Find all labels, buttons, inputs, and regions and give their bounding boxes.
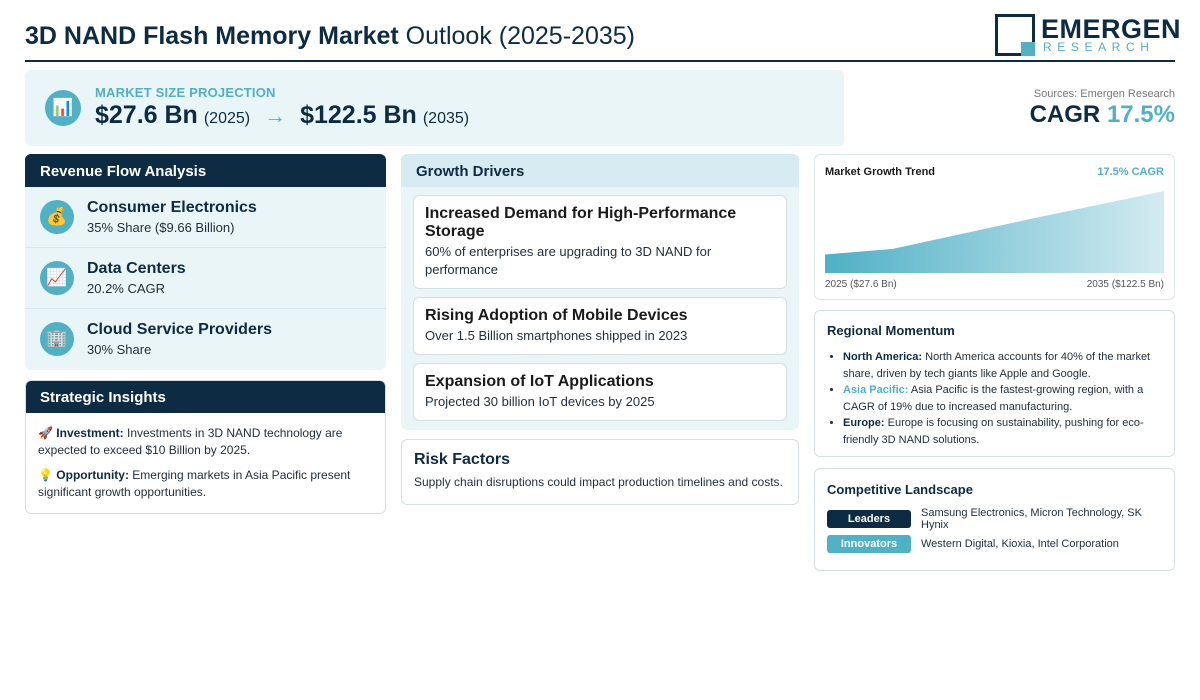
regional-momentum-panel: Regional Momentum North America: North A… — [814, 310, 1175, 457]
region-label: Asia Pacific: — [843, 384, 909, 396]
revenue-item-data-centers: 📈 Data Centers 20.2% CAGR — [25, 248, 386, 309]
competitive-title: Competitive Landscape — [827, 482, 973, 497]
lightbulb-icon: 💡 — [38, 468, 53, 482]
growth-drivers-title: Growth Drivers — [401, 154, 799, 187]
cagr-label: CAGR — [1029, 101, 1101, 128]
driver-card: Increased Demand for High-Performance St… — [413, 195, 787, 289]
driver-title: Rising Adoption of Mobile Devices — [425, 307, 688, 324]
growth-area-chart — [825, 191, 1164, 273]
insight-text: Emerging markets in Asia Pacific present… — [38, 468, 351, 499]
trend-cagr: 17.5% CAGR — [1097, 166, 1164, 178]
growth-drivers-panel: Growth Drivers Increased Demand for High… — [401, 154, 799, 430]
start-year: (2025) — [203, 110, 251, 127]
insight-label: Opportunity: — [56, 468, 129, 482]
region-asia-pacific: Asia Pacific: Asia Pacific is the fastes… — [843, 382, 1162, 415]
regional-title: Regional Momentum — [827, 323, 955, 338]
revenue-item-consumer-electronics: 💰 Consumer Electronics 35% Share ($9.66 … — [25, 187, 386, 248]
cagr-summary: CAGR 17.5% — [1030, 101, 1175, 129]
revenue-flow-panel: Revenue Flow Analysis 💰 Consumer Electro… — [25, 154, 386, 370]
revenue-flow-title: Revenue Flow Analysis — [25, 154, 386, 187]
rocket-icon: 🚀 — [38, 426, 53, 440]
projection-values: $27.6 Bn (2025) → $122.5 Bn (2035) — [95, 101, 469, 130]
strategic-insights-body: 🚀 Investment: Investments in 3D NAND tec… — [26, 413, 385, 513]
sources-text: Sources: Emergen Research — [1033, 88, 1175, 100]
money-bag-icon: 💰 — [40, 200, 74, 234]
competitor-row-leaders: Leaders Samsung Electronics, Micron Tech… — [827, 507, 1161, 531]
market-size-projection: 📊 MARKET SIZE PROJECTION $27.6 Bn (2025) →… — [25, 70, 844, 146]
innovators-badge: Innovators — [827, 535, 911, 553]
competitive-landscape-panel: Competitive Landscape Leaders Samsung El… — [814, 468, 1175, 571]
chart-up-icon: 📈 — [40, 261, 74, 295]
bar-chart-icon: 📊 — [45, 90, 81, 126]
leaders-badge: Leaders — [827, 510, 911, 528]
region-north-america: North America: North America accounts fo… — [843, 349, 1162, 382]
page-header: 3D NAND Flash Memory Market Outlook (202… — [25, 12, 1181, 62]
insight-text: Investments in 3D NAND technology are ex… — [38, 426, 343, 457]
driver-title: Increased Demand for High-Performance St… — [425, 205, 737, 240]
revenue-item-sub: 30% Share — [87, 342, 152, 357]
driver-card: Expansion of IoT Applications Projected … — [413, 363, 787, 421]
competitor-row-innovators: Innovators Western Digital, Kioxia, Inte… — [827, 535, 1161, 553]
driver-title: Expansion of IoT Applications — [425, 373, 654, 390]
region-label: Europe: — [843, 417, 885, 429]
arrow-right-icon: → — [264, 103, 287, 128]
region-text: Europe is focusing on sustainability, pu… — [843, 417, 1144, 446]
driver-sub: Over 1.5 Billion smartphones shipped in … — [425, 328, 688, 343]
office-building-icon: 🏢 — [40, 322, 74, 356]
revenue-item-title: Consumer Electronics — [87, 199, 257, 216]
driver-sub: Projected 30 billion IoT devices by 2025 — [425, 394, 655, 409]
projection-label: MARKET SIZE PROJECTION — [95, 85, 276, 100]
cagr-value: 17.5% — [1106, 101, 1175, 128]
strategic-insights-title: Strategic Insights — [26, 381, 385, 413]
region-text: Asia Pacific is the fastest-growing regi… — [843, 384, 1144, 413]
title-rest: Outlook (2025-2035) — [405, 22, 635, 50]
start-value: $27.6 Bn — [95, 101, 198, 129]
logo-name: EMERGEN — [1041, 14, 1182, 44]
emergen-logo: EMERGEN RESEARCH — [995, 14, 1181, 56]
competitor-names: Samsung Electronics, Micron Technology, … — [921, 507, 1142, 531]
trend-end-label: 2035 ($122.5 Bn) — [1086, 279, 1164, 290]
driver-card: Rising Adoption of Mobile Devices Over 1… — [413, 297, 787, 355]
revenue-item-sub: 20.2% CAGR — [87, 281, 166, 296]
logo-mark-icon — [995, 14, 1035, 56]
regional-list: North America: North America accounts fo… — [827, 349, 1162, 448]
region-text: North America accounts for 40% of the ma… — [843, 351, 1151, 380]
risk-factors-panel: Risk Factors Supply chain disruptions co… — [401, 439, 799, 505]
page-title: 3D NAND Flash Memory Market Outlook (202… — [25, 22, 635, 51]
end-value: $122.5 Bn — [300, 101, 417, 129]
insight-investment: 🚀 Investment: Investments in 3D NAND tec… — [38, 425, 373, 459]
trend-title: Market Growth Trend — [825, 166, 936, 178]
title-bold: 3D NAND Flash Memory Market — [25, 22, 399, 50]
logo-subtitle: RESEARCH — [1043, 40, 1155, 54]
risk-text: Supply chain disruptions could impact pr… — [414, 475, 783, 489]
strategic-insights-panel: Strategic Insights 🚀 Investment: Investm… — [25, 380, 386, 514]
driver-sub: 60% of enterprises are upgrading to 3D N… — [425, 244, 712, 277]
insight-label: Investment: — [56, 426, 124, 440]
region-europe: Europe: Europe is focusing on sustainabi… — [843, 415, 1162, 448]
risk-title: Risk Factors — [414, 451, 511, 468]
revenue-item-title: Data Centers — [87, 260, 186, 277]
end-year: (2035) — [422, 110, 470, 127]
insight-opportunity: 💡 Opportunity: Emerging markets in Asia … — [38, 467, 373, 501]
revenue-item-title: Cloud Service Providers — [87, 321, 272, 338]
revenue-item-sub: 35% Share ($9.66 Billion) — [87, 220, 235, 235]
trend-start-label: 2025 ($27.6 Bn) — [825, 279, 897, 290]
market-growth-trend-panel: Market Growth Trend 17.5% CAGR 2025 ($27… — [814, 154, 1175, 300]
revenue-item-cloud-providers: 🏢 Cloud Service Providers 30% Share — [25, 309, 386, 370]
growth-area-series — [825, 191, 1164, 273]
region-label: North America: — [843, 351, 923, 363]
competitor-names: Western Digital, Kioxia, Intel Corporati… — [921, 538, 1119, 550]
